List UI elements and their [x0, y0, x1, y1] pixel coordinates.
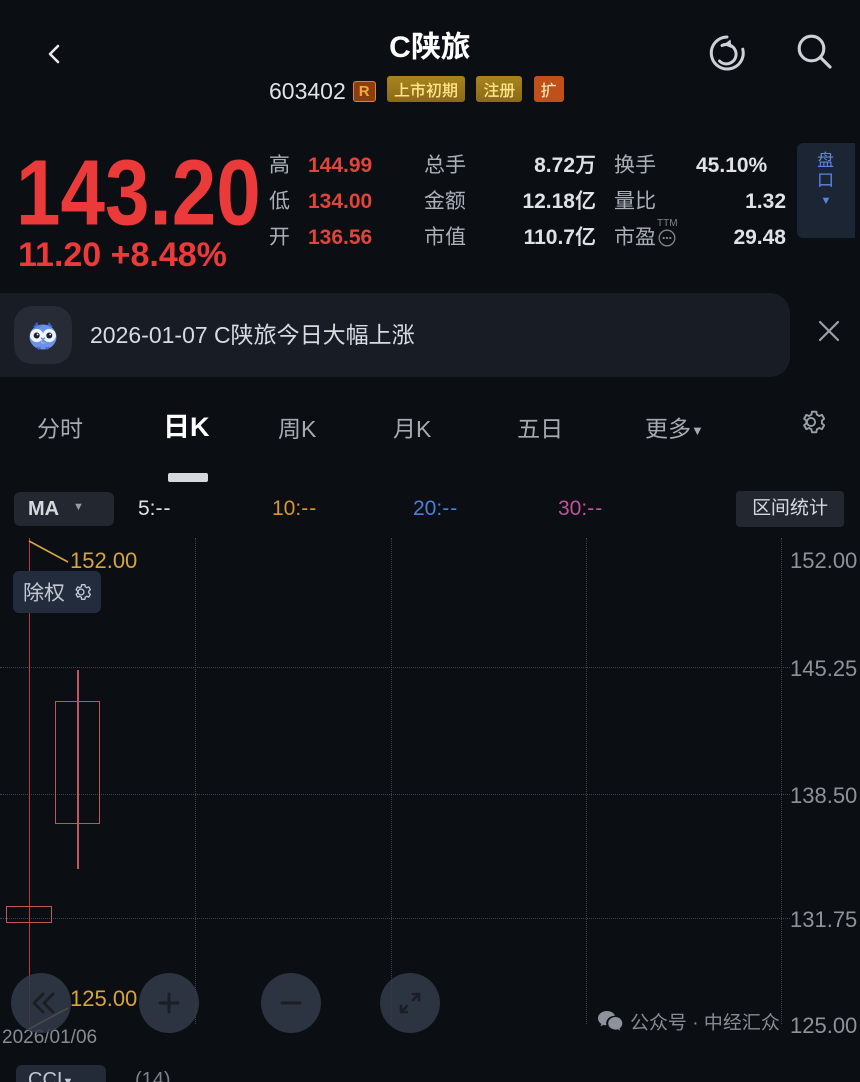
svg-text:C: C — [40, 339, 45, 346]
